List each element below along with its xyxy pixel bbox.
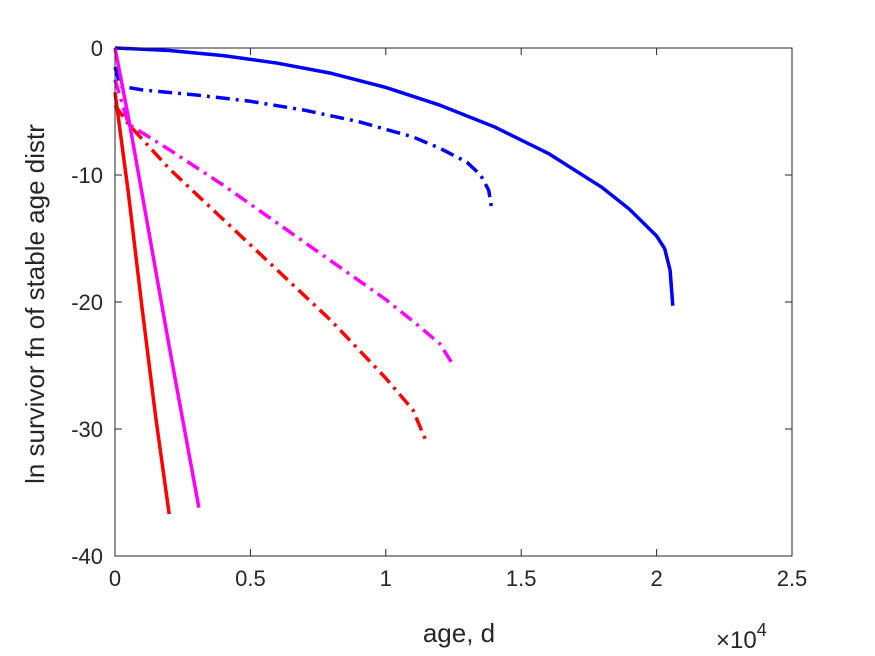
axes: [114, 47, 793, 557]
y-tick-label: -10: [71, 163, 103, 188]
x-tick-label: 1.5: [506, 566, 537, 591]
series-line-6: [113, 92, 171, 515]
series-line-5: [113, 47, 201, 509]
tick-labels: 0 0.5 1 1.5 2 2.5 -40 -30 -20 -10 0: [71, 36, 807, 591]
series-line-1: [114, 46, 675, 306]
y-tick-label: -40: [71, 544, 103, 569]
y-tick-label: 0: [91, 36, 103, 61]
y-axis-label: ln survivor fn of stable age distr: [20, 124, 50, 484]
x-tick-label: 1: [380, 566, 392, 591]
x-tick-label: 2.5: [777, 566, 808, 591]
x-axis-label: age, d: [423, 618, 495, 648]
series-line-3: [113, 79, 455, 367]
y-tick-label: -20: [71, 290, 103, 315]
plot-box: [114, 47, 793, 557]
series-line-4: [113, 104, 429, 443]
y-tick-label: -30: [71, 417, 103, 442]
x-multiplier-exponent: 4: [757, 620, 767, 640]
series-layer: [113, 46, 675, 515]
x-tick-label: 0.5: [235, 566, 266, 591]
x-tick-label: 2: [650, 566, 662, 591]
x-multiplier-base: ×10: [716, 627, 757, 654]
x-axis-multiplier: ×104: [716, 620, 767, 654]
series-line-2: [113, 66, 494, 208]
x-tick-label: 0: [109, 566, 121, 591]
